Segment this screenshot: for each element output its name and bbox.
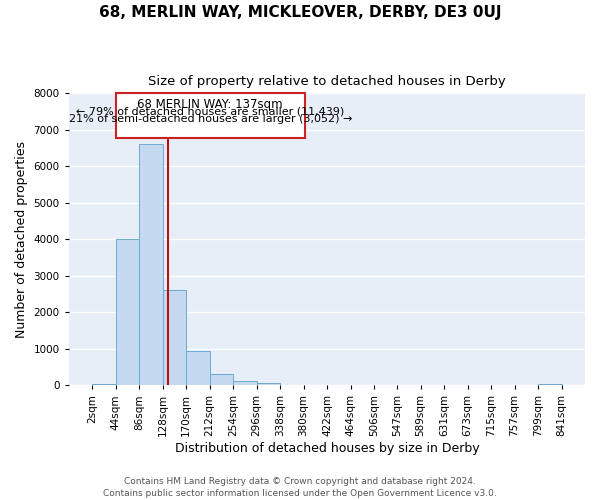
- Bar: [139, 144, 163, 386]
- Title: Size of property relative to detached houses in Derby: Size of property relative to detached ho…: [148, 75, 506, 88]
- Bar: [233, 380, 257, 386]
- Text: Contains HM Land Registry data © Crown copyright and database right 2024.
Contai: Contains HM Land Registry data © Crown c…: [103, 476, 497, 498]
- X-axis label: Distribution of detached houses by size in Derby: Distribution of detached houses by size …: [175, 442, 479, 455]
- Y-axis label: Number of detached properties: Number of detached properties: [15, 141, 28, 338]
- Text: ← 79% of detached houses are smaller (11,439): ← 79% of detached houses are smaller (11…: [76, 106, 344, 116]
- Bar: [209, 374, 233, 386]
- FancyBboxPatch shape: [116, 94, 305, 138]
- Bar: [92, 384, 116, 386]
- Text: 68 MERLIN WAY: 137sqm: 68 MERLIN WAY: 137sqm: [137, 98, 283, 111]
- Bar: [538, 384, 562, 386]
- Bar: [186, 350, 209, 386]
- Bar: [257, 384, 280, 386]
- Text: 68, MERLIN WAY, MICKLEOVER, DERBY, DE3 0UJ: 68, MERLIN WAY, MICKLEOVER, DERBY, DE3 0…: [99, 5, 501, 20]
- Bar: [116, 240, 139, 386]
- Text: 21% of semi-detached houses are larger (3,052) →: 21% of semi-detached houses are larger (…: [68, 114, 352, 124]
- Bar: [163, 290, 186, 386]
